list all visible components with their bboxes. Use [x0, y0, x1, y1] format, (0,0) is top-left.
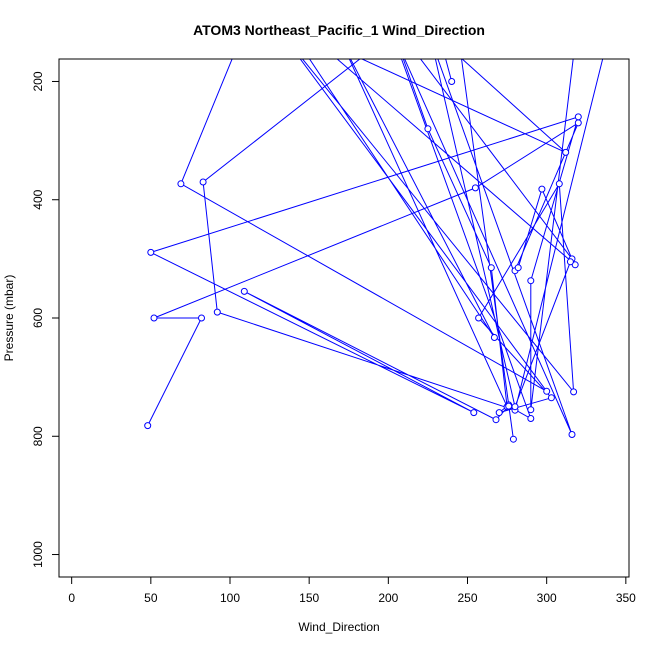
y-tick-label: 400 — [31, 189, 45, 209]
y-tick-label: 1000 — [31, 541, 45, 568]
data-point — [199, 178, 207, 186]
y-tick-label: 800 — [31, 426, 45, 446]
data-point — [492, 416, 500, 424]
data-point — [511, 403, 519, 411]
data-point — [527, 415, 535, 422]
data-point — [574, 119, 582, 127]
x-tick-label: 0 — [68, 591, 75, 605]
data-point — [543, 387, 551, 395]
data-point — [514, 264, 522, 272]
x-axis-label: Wind_Direction — [298, 620, 379, 634]
chart-title: ATOM3 Northeast_Pacific_1 Wind_Direction — [193, 22, 485, 38]
y-axis: 200 400 600 800 1000 — [31, 71, 60, 568]
data-point — [547, 394, 555, 402]
data-point — [562, 148, 570, 156]
x-tick-label: 200 — [378, 591, 398, 605]
data-point — [490, 334, 498, 341]
data-point — [147, 248, 155, 256]
series-line — [147, 59, 604, 440]
plot-frame — [58, 58, 630, 578]
data-point — [566, 258, 574, 266]
data-point — [240, 287, 248, 295]
x-tick-label: 350 — [616, 591, 636, 605]
data-point — [144, 422, 152, 430]
data-point — [150, 314, 158, 322]
data-point — [424, 125, 432, 133]
data-point — [568, 431, 576, 438]
data-point — [448, 78, 456, 85]
y-axis-label: Pressure (mbar) — [2, 275, 16, 362]
data-point — [555, 180, 563, 188]
data-point — [527, 406, 535, 414]
data-point — [177, 180, 185, 188]
x-tick-label: 100 — [220, 591, 240, 605]
data-point — [198, 314, 205, 322]
data-point — [509, 435, 517, 443]
data-point — [470, 409, 478, 417]
data-point — [471, 184, 479, 192]
x-tick-label: 150 — [299, 591, 319, 605]
data-point — [538, 185, 546, 193]
series-layer — [147, 59, 604, 440]
y-tick-label: 600 — [31, 308, 45, 328]
data-point — [213, 308, 221, 316]
x-axis: 0 50 100 150 200 250 300 350 — [68, 576, 636, 605]
data-point — [505, 402, 513, 410]
data-point — [487, 264, 495, 272]
data-point — [570, 388, 578, 396]
data-point — [475, 314, 483, 322]
data-point — [574, 113, 582, 121]
data-point — [527, 277, 535, 285]
y-tick-label: 200 — [31, 71, 45, 91]
x-tick-label: 300 — [537, 591, 557, 605]
x-tick-label: 50 — [144, 591, 158, 605]
x-tick-label: 250 — [457, 591, 477, 605]
points-layer — [144, 78, 582, 443]
data-point — [495, 409, 503, 417]
